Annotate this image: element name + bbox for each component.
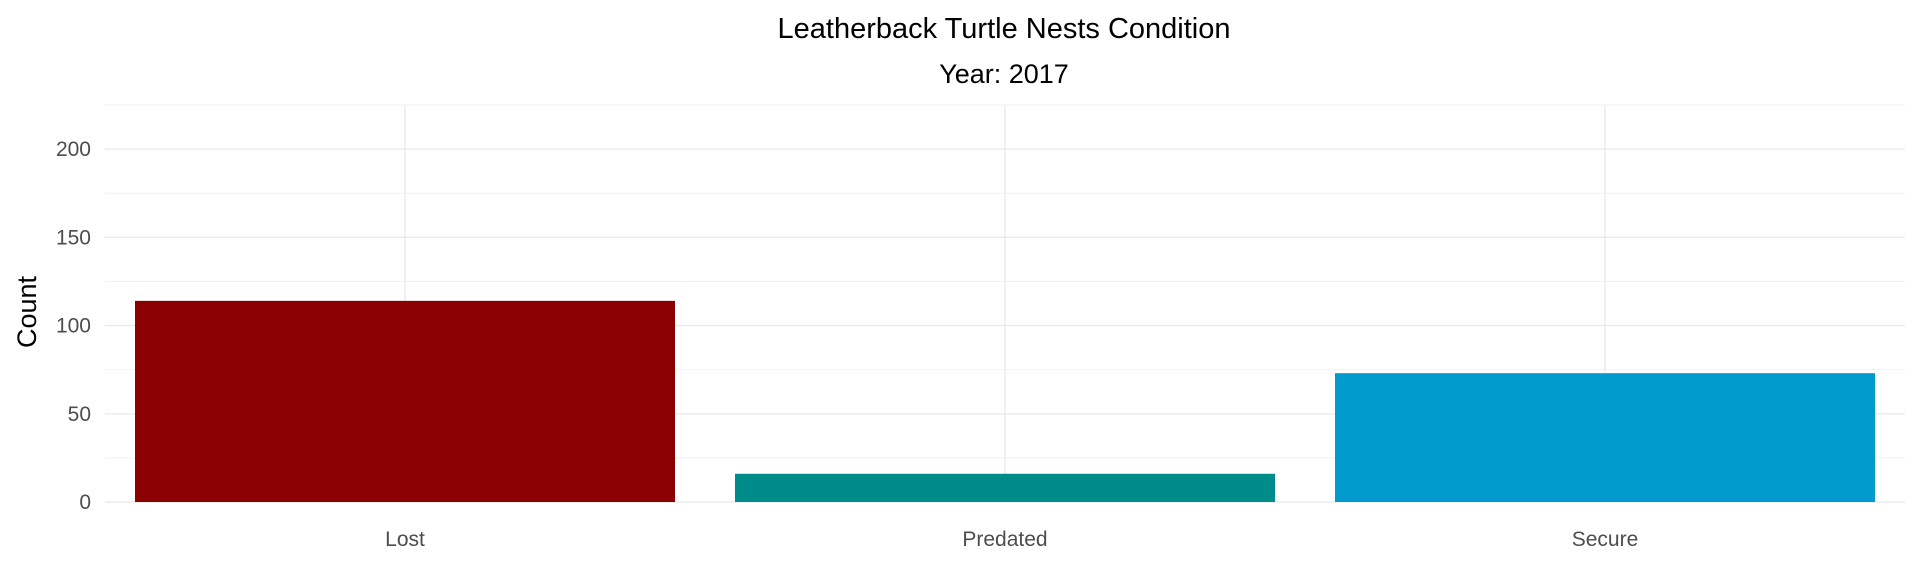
x-axis-ticks: Lost Predated Secure [385,528,1638,551]
chart-subtitle: Year: 2017 [939,59,1069,89]
y-tick-label: 50 [68,403,91,426]
x-tick-label: Lost [385,528,425,551]
y-axis-ticks: 0 50 100 150 200 [56,138,91,514]
bar-predated [735,473,1275,502]
y-tick-label: 200 [56,138,91,161]
y-axis-title: Count [12,275,42,348]
y-tick-label: 150 [56,226,91,249]
x-tick-label: Predated [962,528,1047,551]
bar-lost [135,300,675,502]
bars [135,300,1875,502]
bar-secure [1335,373,1875,502]
x-tick-label: Secure [1572,528,1639,551]
chart-title: Leatherback Turtle Nests Condition [778,13,1231,45]
y-tick-label: 0 [79,491,91,514]
y-tick-label: 100 [56,315,91,338]
